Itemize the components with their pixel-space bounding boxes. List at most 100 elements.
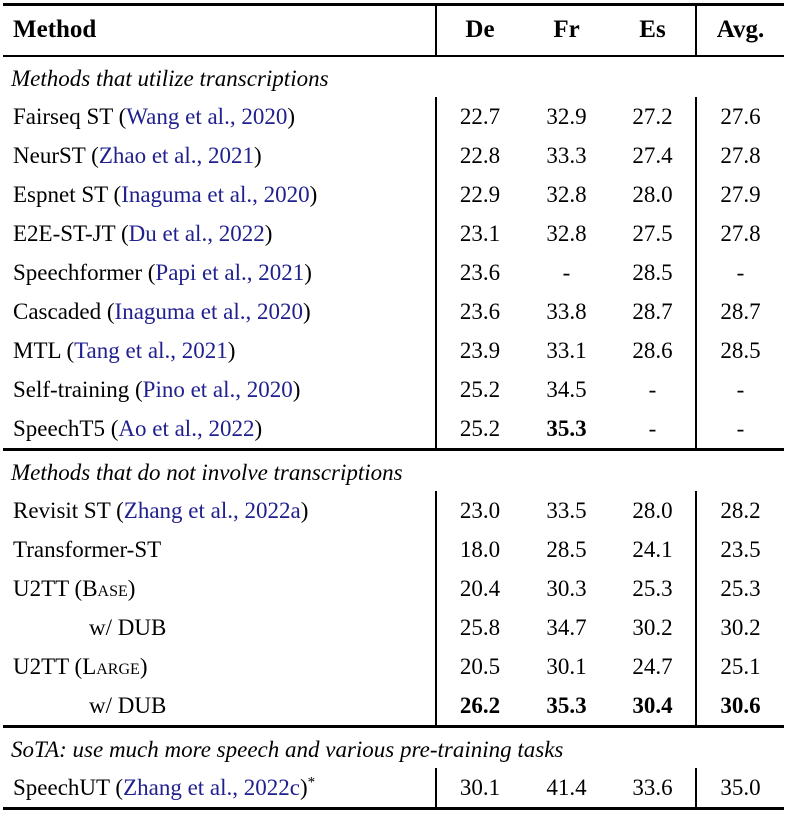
score-cell: 30.1 bbox=[435, 768, 523, 809]
score-cell: 27.5 bbox=[632, 220, 673, 246]
score-cell: 23.6 bbox=[435, 292, 523, 331]
citation-link[interactable]: Tang et al., 2021 bbox=[74, 337, 228, 363]
method-cell: Revisit ST (Zhang et al., 2022a) bbox=[3, 491, 436, 530]
citation-link[interactable]: Zhang et al., 2022a bbox=[123, 497, 301, 523]
score-cell: 30.2 bbox=[695, 608, 784, 647]
citation-link[interactable]: Zhang et al., 2022c bbox=[123, 774, 300, 800]
method-label: U2TT ( bbox=[13, 653, 83, 679]
method-cell: Self-training (Pino et al., 2020) bbox=[3, 370, 436, 409]
score-cell: 28.7 bbox=[695, 292, 784, 331]
column-header-avg: Avg. bbox=[695, 4, 784, 57]
method-label: ) bbox=[304, 259, 312, 285]
score-cell: 30.3 bbox=[546, 575, 587, 601]
superscript-marker: * bbox=[307, 773, 316, 790]
smallcaps-text: Large bbox=[82, 653, 140, 679]
column-header-fr: Fr bbox=[523, 4, 610, 57]
column-header-es: Es bbox=[610, 4, 696, 57]
method-cell: U2TT (Large) bbox=[3, 647, 436, 686]
method-cell: Cascaded (Inaguma et al., 2020) bbox=[3, 292, 436, 331]
score-cell: 28.5 bbox=[546, 536, 587, 562]
score-cell: 28.6 bbox=[632, 337, 673, 363]
citation-link[interactable]: Pino et al., 2020 bbox=[142, 376, 293, 402]
table-row: U2TT (Large) 20.5 30.1 24.7 25.1 bbox=[3, 647, 784, 686]
method-cell: E2E-ST-JT (Du et al., 2022) bbox=[3, 214, 436, 253]
score-cell: 25.2 bbox=[435, 370, 523, 409]
results-table-container: Method De Fr Es Avg. Methods that utiliz… bbox=[3, 3, 784, 810]
citation-link[interactable]: Zhao et al., 2021 bbox=[98, 142, 255, 168]
citation-link[interactable]: Du et al., 2022 bbox=[128, 220, 265, 246]
method-cell: Speechformer (Papi et al., 2021) bbox=[3, 253, 436, 292]
method-label: ) bbox=[302, 298, 311, 324]
results-table: Method De Fr Es Avg. Methods that utiliz… bbox=[3, 3, 784, 810]
table-row: MTL (Tang et al., 2021) 23.9 33.1 28.6 28.5 bbox=[3, 331, 784, 370]
table-row: Fairseq ST (Wang et al., 2020) 22.7 32.9 27… bbox=[3, 97, 784, 136]
score-cell: - bbox=[648, 415, 657, 441]
citation-link[interactable]: Papi et al., 2021 bbox=[155, 259, 305, 285]
score-cell: - bbox=[695, 409, 784, 450]
method-label: w/ DUB bbox=[89, 692, 167, 718]
score-cell: 27.4 bbox=[632, 142, 673, 168]
method-cell: Fairseq ST (Wang et al., 2020) bbox=[3, 97, 436, 136]
method-label: ) bbox=[300, 497, 309, 523]
score-cell: 35.3 bbox=[546, 415, 587, 441]
score-cell: 25.1 bbox=[695, 647, 784, 686]
score-cell: 32.8 bbox=[546, 181, 587, 207]
score-cell: 30.1 bbox=[546, 653, 587, 679]
citation-link[interactable]: Inaguma et al., 2020 bbox=[114, 298, 303, 324]
score-cell: - bbox=[562, 259, 571, 285]
score-cell: 23.5 bbox=[695, 530, 784, 569]
method-label: SpeechUT ( bbox=[13, 774, 124, 800]
score-cell: 41.4 bbox=[546, 774, 587, 800]
section-header-row: SoTA: use much more speech and various p… bbox=[3, 725, 784, 768]
method-label: ) bbox=[127, 575, 136, 601]
method-label: Espnet ST ( bbox=[13, 181, 122, 207]
column-header-de: De bbox=[435, 4, 523, 57]
method-cell: SpeechUT (Zhang et al., 2022c)* bbox=[3, 768, 436, 809]
table-row: U2TT (Base) 20.4 30.3 25.3 25.3 bbox=[3, 569, 784, 608]
score-cell: 34.5 bbox=[546, 376, 587, 402]
method-cell: w/ DUB bbox=[3, 686, 436, 727]
table-row: E2E-ST-JT (Du et al., 2022) 23.1 32.8 27.5 2… bbox=[3, 214, 784, 253]
method-label: ) bbox=[264, 220, 273, 246]
citation-link[interactable]: Wang et al., 2020 bbox=[126, 103, 288, 129]
score-cell: 23.1 bbox=[435, 214, 523, 253]
header-row: Method De Fr Es Avg. bbox=[3, 4, 784, 57]
method-label: w/ DUB bbox=[89, 614, 167, 640]
score-cell: 28.5 bbox=[695, 331, 784, 370]
citation-link[interactable]: Inaguma et al., 2020 bbox=[121, 181, 310, 207]
method-label: ) bbox=[254, 415, 263, 441]
score-cell: 28.0 bbox=[632, 497, 673, 523]
score-cell: 23.6 bbox=[435, 253, 523, 292]
method-cell: NeurST (Zhao et al., 2021) bbox=[3, 136, 436, 175]
citation-link[interactable]: Ao et al., 2022 bbox=[118, 415, 255, 441]
method-cell: MTL (Tang et al., 2021) bbox=[3, 331, 436, 370]
score-cell: 32.8 bbox=[546, 220, 587, 246]
score-cell: - bbox=[648, 376, 657, 402]
table-row: Cascaded (Inaguma et al., 2020) 23.6 33.8 2… bbox=[3, 292, 784, 331]
method-label: E2E-ST-JT ( bbox=[13, 220, 129, 246]
method-label: U2TT ( bbox=[13, 575, 83, 601]
method-label: ) bbox=[287, 103, 295, 129]
score-cell: 33.1 bbox=[546, 337, 587, 363]
table-row: Speechformer (Papi et al., 2021) 23.6 - 28.… bbox=[3, 253, 784, 292]
method-label: ) bbox=[300, 774, 308, 800]
method-label: ) bbox=[139, 653, 148, 679]
score-cell: 34.7 bbox=[546, 614, 587, 640]
score-cell: 20.4 bbox=[435, 569, 523, 608]
score-cell: 27.6 bbox=[695, 97, 784, 136]
score-cell: 33.8 bbox=[546, 298, 587, 324]
score-cell: 27.9 bbox=[695, 175, 784, 214]
table-row: Revisit ST (Zhang et al., 2022a) 23.0 33.5… bbox=[3, 491, 784, 530]
score-cell: 20.5 bbox=[435, 647, 523, 686]
score-cell: - bbox=[695, 370, 784, 409]
score-cell: 32.9 bbox=[546, 103, 587, 129]
table-row: Espnet ST (Inaguma et al., 2020) 22.9 32.8… bbox=[3, 175, 784, 214]
table-row: w/ DUB 25.8 34.7 30.2 30.2 bbox=[3, 608, 784, 647]
score-cell: 28.5 bbox=[632, 259, 673, 285]
score-cell: 25.3 bbox=[632, 575, 673, 601]
section-header-row: Methods that do not involve transcriptio… bbox=[3, 448, 784, 491]
score-cell: 30.6 bbox=[695, 686, 784, 727]
method-cell: U2TT (Base) bbox=[3, 569, 436, 608]
table-row: SpeechT5 (Ao et al., 2022) 25.2 35.3- - bbox=[3, 409, 784, 450]
table-body: Methods that utilize transcriptions Fairs… bbox=[3, 56, 784, 809]
